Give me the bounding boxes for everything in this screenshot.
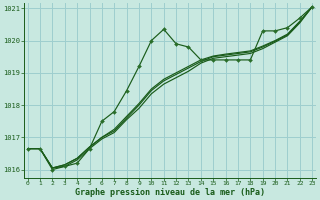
X-axis label: Graphe pression niveau de la mer (hPa): Graphe pression niveau de la mer (hPa) [75, 188, 265, 197]
